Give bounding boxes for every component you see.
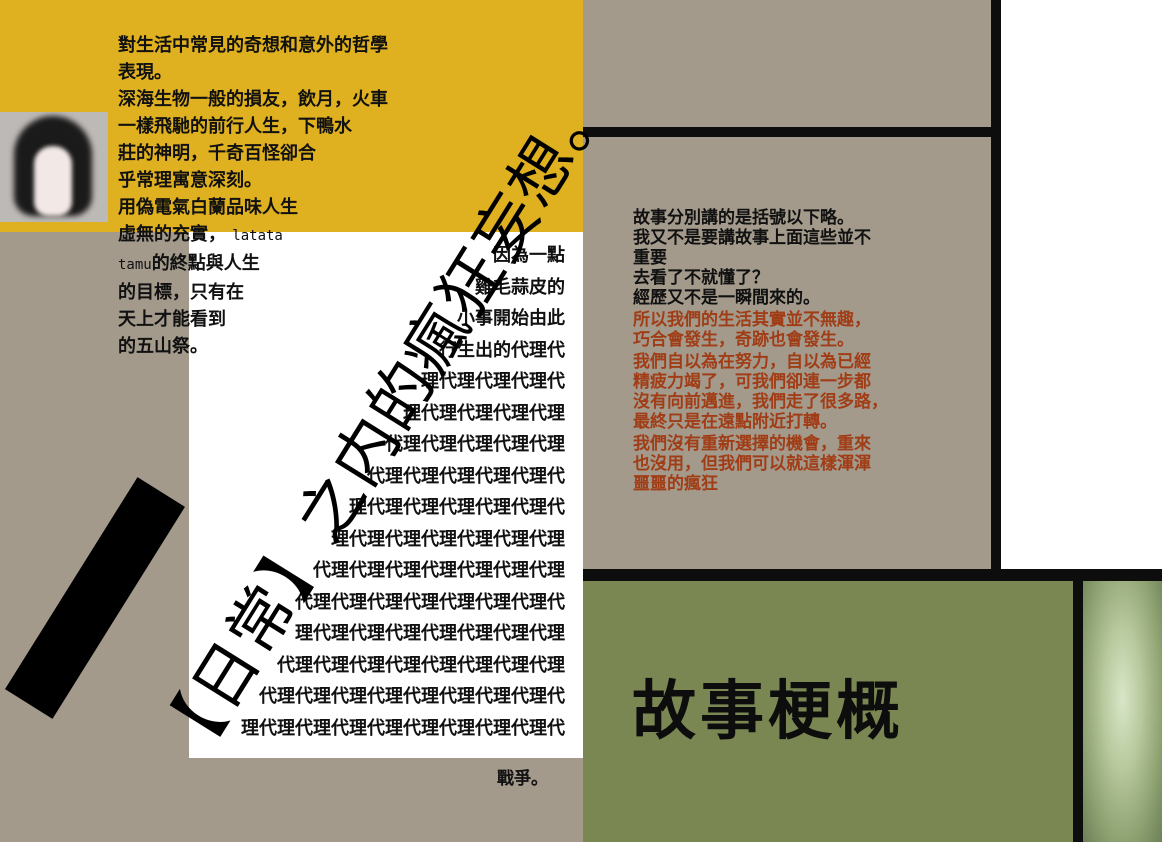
- pyramid-line: 理代理代理代理代理代理代理代理: [295, 623, 565, 644]
- story-line: 重要: [633, 248, 667, 268]
- intro-fragment: 虛無的充實，: [118, 224, 226, 245]
- intro-line: 虛無的充實， latata: [118, 221, 468, 250]
- intro-line: 表現。: [118, 62, 172, 83]
- divider-bar: [583, 127, 1001, 137]
- pyramid-line: 理代理代理代理代: [421, 371, 565, 392]
- story-red-line: 精疲力竭了，可我們卻連一步都: [633, 372, 871, 392]
- gray-panel-story: [583, 137, 991, 569]
- story-red-line: 沒有向前邁進，我們走了很多路，: [633, 392, 888, 412]
- pyramid-line: 代理代理代理代理代理代理代理代: [295, 591, 565, 613]
- pyramid-line: 小事開始由此: [457, 308, 565, 329]
- intro-line: tamu的終點與人生: [118, 250, 468, 279]
- intro-line: 莊的神明，千奇百怪卻合: [118, 143, 316, 164]
- blurred-portrait: [0, 112, 108, 222]
- pyramid-line: 理代理代理代理代理代理代: [349, 497, 565, 518]
- story-red-line: 最終只是在遠點附近打轉。: [633, 412, 837, 432]
- white-panel-right: [1001, 0, 1162, 569]
- story-red-line: 噩噩的瘋狂: [633, 474, 718, 494]
- story-red-line: 所以我們的生活其實並不無趣，: [633, 310, 871, 330]
- gray-panel-top: [583, 0, 991, 127]
- divider-bar: [1073, 581, 1083, 842]
- intro-line: 的五山祭。: [118, 336, 208, 357]
- intro-line: 對生活中常見的奇想和意外的哲學: [118, 35, 388, 56]
- story-line: 我又不是要講故事上面這些並不: [633, 228, 871, 248]
- story-line: 故事分別講的是括號以下略。: [633, 208, 854, 228]
- story-line: 去看了不就懂了？: [633, 268, 769, 288]
- story-red-line: 我們自以為在努力，自以為已經: [633, 352, 871, 372]
- intro-fragment: 的終點與人生: [151, 253, 260, 274]
- intro-line: 的目標，只有在: [118, 282, 244, 303]
- proxy-pyramid-text: 因為一點 雞毛蒜皮的 小事開始由此 行生出的代理代 理代理代理代理代 理代理代理…: [145, 240, 565, 744]
- pyramid-line: 理代理代理代理代理代理代理代理代理代: [241, 717, 565, 739]
- story-red-line: 也沒用，但我們可以就這樣渾渾: [633, 454, 871, 474]
- intro-line: 一樣飛馳的前行人生，下鴨水: [118, 116, 352, 137]
- pyramid-line: 代理代理代理代理代理代理代理: [313, 560, 565, 581]
- pyramid-line: 雞毛蒜皮的: [475, 276, 565, 298]
- pyramid-line: 代理代理代理代理代理代理代理代理代: [259, 686, 565, 707]
- green-photo: [1083, 581, 1162, 842]
- intro-line: 深海生物一般的損友，飲月，火車: [118, 89, 388, 110]
- pyramid-line: 理代理代理代理代理: [403, 402, 565, 424]
- pyramid-line: 理代理代理代理代理代理代理: [331, 528, 565, 550]
- synopsis-heading: 故事梗概: [632, 675, 904, 749]
- intro-line: 天上才能看到: [118, 309, 226, 330]
- intro-line: 乎常理寓意深刻。: [118, 170, 262, 191]
- divider-bar: [583, 569, 1162, 581]
- pyramid-line: 代理代理代理代理代理: [385, 434, 565, 455]
- story-line: 經歷又不是一瞬間來的。: [633, 288, 820, 308]
- white-text-panel: [189, 232, 583, 758]
- intro-latin: latata: [232, 228, 283, 244]
- intro-latin: tamu: [118, 257, 152, 273]
- war-text: 戰爭。: [497, 769, 548, 789]
- olive-panel: [583, 581, 1073, 842]
- story-red-line: 巧合會發生，奇跡也會發生。: [633, 330, 854, 350]
- intro-text: 對生活中常見的奇想和意外的哲學 表現。 深海生物一般的損友，飲月，火車 一樣飛馳…: [118, 32, 468, 360]
- divider-bar: [991, 0, 1001, 581]
- story-text: 故事分別講的是括號以下略。 我又不是要講故事上面這些並不 重要 去看了不就懂了？…: [633, 208, 963, 494]
- pyramid-line: 代理代理代理代理代理代: [367, 465, 565, 487]
- story-red-line: 我們沒有重新選擇的機會，重來: [633, 434, 871, 454]
- intro-line: 用偽電氣白蘭品味人生: [118, 197, 298, 218]
- pyramid-line: 因為一點: [493, 245, 565, 266]
- pyramid-line: 行生出的代理代: [439, 339, 565, 361]
- pyramid-line: 代理代理代理代理代理代理代理代理: [277, 654, 565, 676]
